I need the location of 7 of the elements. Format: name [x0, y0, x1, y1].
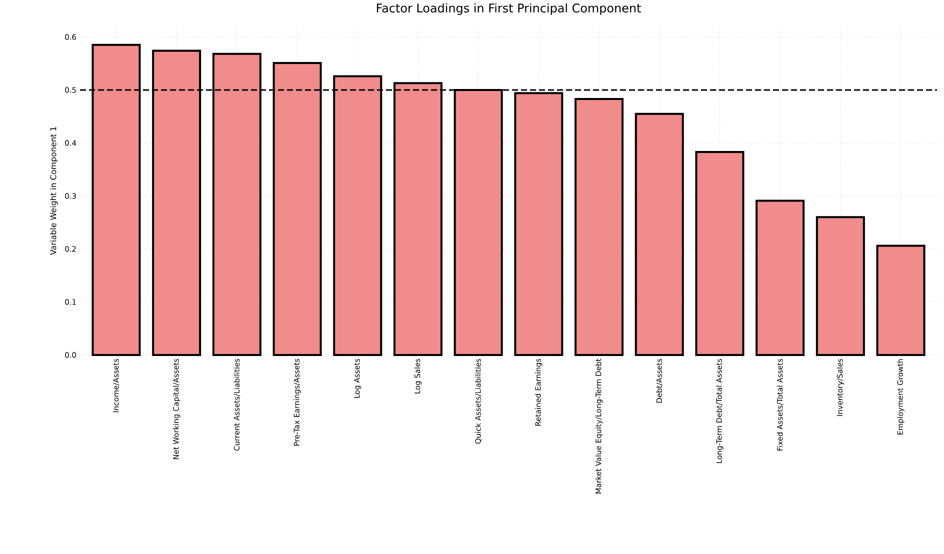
bar [695, 151, 744, 356]
bar [634, 112, 684, 356]
bar [756, 200, 805, 356]
chart-title: Factor Loadings in First Principal Component [376, 3, 641, 15]
bar [876, 244, 926, 356]
bar [574, 98, 624, 356]
bar [816, 216, 865, 356]
